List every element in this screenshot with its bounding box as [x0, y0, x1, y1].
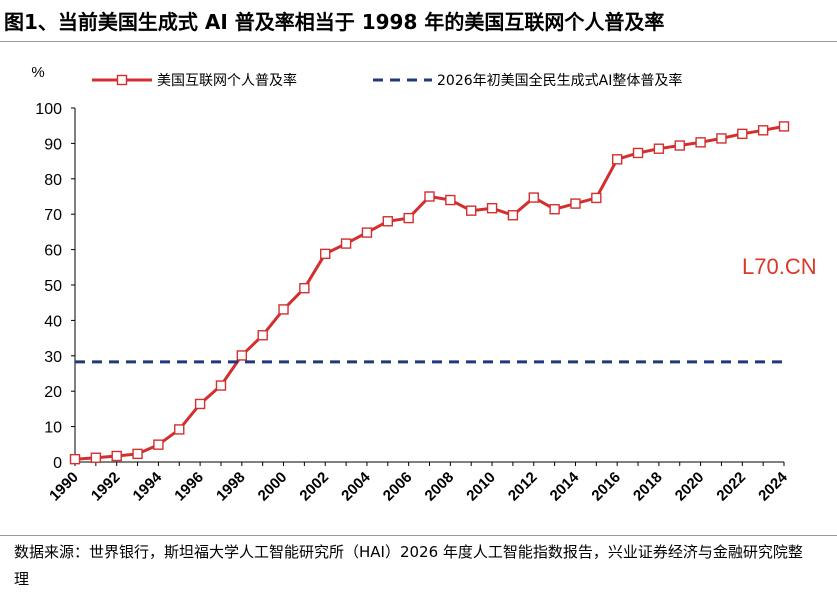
internet-adoption-point: [69, 453, 81, 465]
x-tick-label: 2016: [588, 469, 624, 505]
internet-adoption-point: [674, 140, 685, 151]
y-tick-label: 90: [44, 136, 62, 153]
internet-adoption-line: [74, 124, 785, 461]
x-tick-label: 2020: [672, 469, 708, 505]
x-tick-label: 1998: [213, 469, 249, 505]
x-tick-label: 2012: [505, 469, 541, 505]
x-tick-label: 2014: [547, 468, 583, 504]
x-tick-label: 2024: [755, 468, 791, 504]
internet-adoption-point: [445, 194, 456, 206]
x-tick-label: 2010: [463, 469, 499, 505]
legend-internet-marker: [116, 74, 128, 86]
y-tick-label: 100: [35, 101, 62, 118]
internet-adoption-point: [549, 204, 560, 215]
y-axis-ticks: 0 10 20 30 40 50 60 70 80 90 100: [35, 101, 75, 472]
x-tick-label: 2000: [255, 469, 291, 505]
internet-adoption-point: [153, 439, 164, 450]
y-tick-label: 10: [44, 420, 62, 437]
internet-adoption-point: [174, 424, 185, 435]
internet-adoption-point: [591, 192, 602, 204]
x-tick-label: 1990: [46, 469, 82, 505]
internet-adoption-point: [215, 380, 227, 391]
y-tick-label: 40: [44, 313, 62, 330]
legend-genai-label: 2026年初美国全民生成式AI整体普及率: [437, 72, 682, 89]
x-tick-label: 1996: [171, 469, 207, 505]
internet-adoption-point: [695, 137, 706, 148]
y-tick-label: 60: [44, 243, 62, 260]
internet-adoption-point: [570, 198, 581, 209]
x-tick-label: 2018: [630, 469, 666, 505]
internet-adoption-point: [507, 210, 519, 221]
title-divider: [0, 41, 837, 42]
x-tick-label: 2006: [380, 469, 416, 505]
x-tick-label: 2008: [422, 469, 458, 505]
internet-adoption-point: [528, 192, 539, 203]
internet-adoption-point: [466, 205, 477, 216]
watermark-text: L70.CN: [742, 254, 817, 279]
legend: 美国互联网个人普及率 2026年初美国全民生成式AI整体普及率: [92, 72, 682, 89]
y-tick-label: 80: [44, 172, 62, 189]
internet-adoption-point: [257, 330, 268, 341]
internet-adoption-point: [778, 121, 790, 132]
x-tick-label: 2004: [338, 468, 374, 504]
x-axis-ticks: 1990 1992 1994 1996 1998 2000 2002 2004 2006 2008…: [46, 462, 791, 504]
internet-adoption-point: [90, 452, 102, 463]
internet-adoption-point: [632, 147, 644, 159]
internet-adoption-point: [382, 216, 393, 227]
series-layer: [69, 121, 790, 465]
internet-adoption-point: [278, 304, 289, 315]
internet-adoption-point: [757, 125, 769, 136]
source-divider: [0, 535, 837, 536]
internet-adoption-point: [194, 398, 206, 410]
internet-adoption-point: [737, 128, 748, 140]
figure-title: 图1、当前美国生成式 AI 普及率相当于 1998 年的美国互联网个人普及率: [4, 10, 665, 34]
y-tick-label: 30: [44, 349, 62, 366]
internet-adoption-point: [424, 191, 435, 202]
internet-adoption-point: [611, 154, 623, 165]
internet-adoption-point: [486, 202, 498, 214]
axes: %: [31, 64, 784, 463]
x-tick-label: 1992: [88, 469, 124, 505]
x-tick-label: 2002: [296, 469, 332, 505]
internet-adoption-point: [403, 212, 414, 224]
internet-adoption-point: [320, 248, 331, 260]
internet-adoption-point: [299, 282, 310, 294]
internet-adoption-point: [653, 143, 665, 154]
internet-adoption-point: [716, 133, 727, 144]
source-note: 数据来源：世界银行，斯坦福大学人工智能研究所（HAI）2026 年度人工智能指数…: [14, 543, 803, 588]
x-tick-label: 2022: [714, 469, 750, 505]
y-tick-label: 20: [44, 384, 62, 401]
internet-adoption-point: [340, 238, 352, 249]
internet-adoption-point: [361, 227, 373, 238]
y-tick-label: 0: [53, 455, 62, 472]
legend-internet-label: 美国互联网个人普及率: [157, 72, 297, 89]
internet-adoption-point: [111, 450, 122, 462]
y-axis-unit-label: %: [31, 64, 44, 81]
y-tick-label: 70: [44, 207, 62, 224]
y-tick-label: 50: [44, 278, 62, 295]
internet-adoption-point: [236, 350, 248, 361]
internet-adoption-point: [132, 448, 143, 460]
x-tick-label: 1994: [130, 468, 166, 504]
